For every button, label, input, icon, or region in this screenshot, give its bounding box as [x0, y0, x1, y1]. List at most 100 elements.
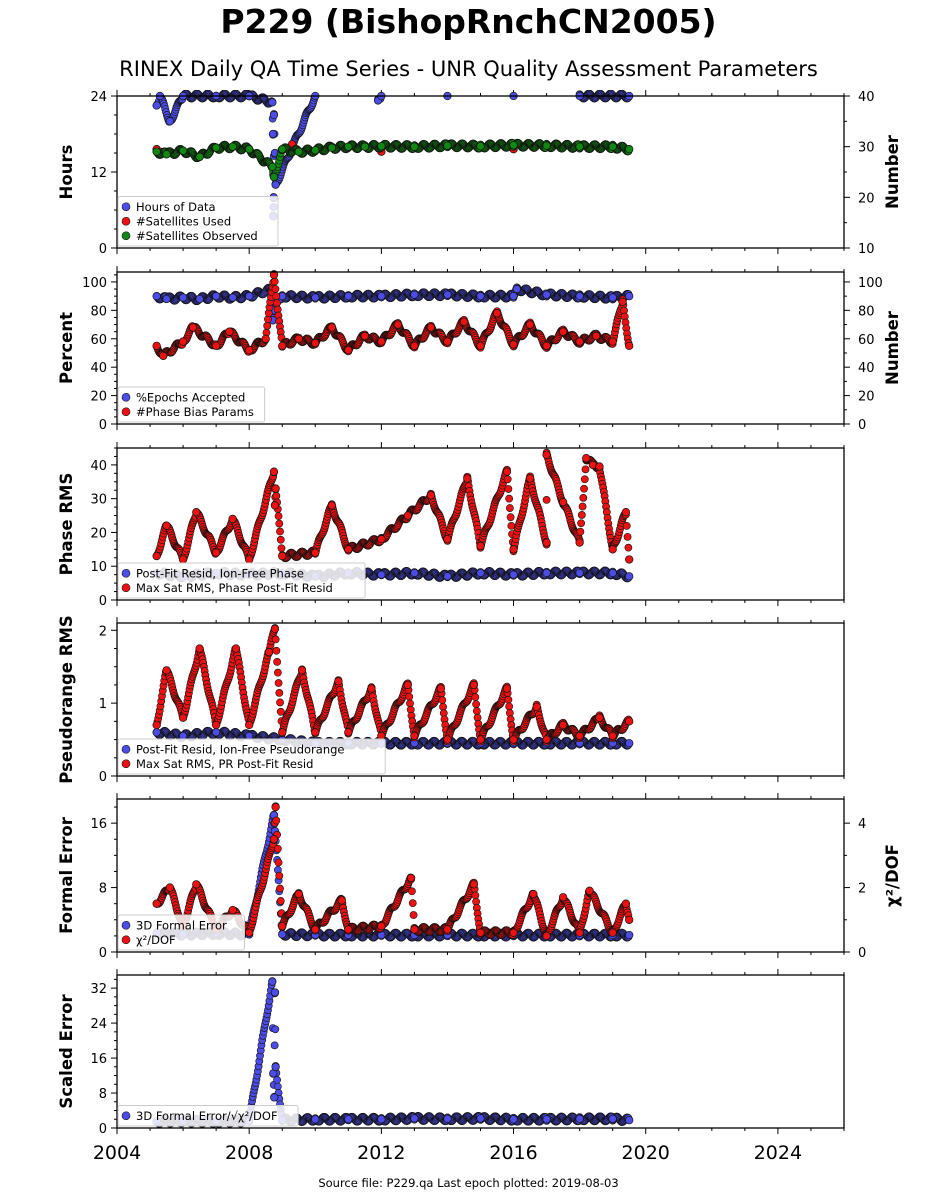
data-point	[509, 291, 518, 301]
data-point	[268, 129, 278, 139]
panel-2: 020406080100Percent020406080100Number%Ep…	[57, 266, 902, 433]
data-layer	[152, 90, 634, 221]
data-point	[162, 150, 171, 159]
y-axis-label: Phase RMS	[57, 473, 76, 576]
data-point	[443, 290, 452, 299]
data-point	[377, 535, 386, 544]
data-point	[344, 345, 353, 355]
data-point	[377, 142, 386, 151]
data-point	[245, 145, 254, 154]
data-point	[558, 497, 568, 507]
y-tick-label: 40	[90, 459, 107, 474]
y-right-tick-label: 60	[858, 333, 875, 348]
data-point	[271, 484, 280, 493]
y-tick-label: 12	[90, 166, 107, 181]
data-point	[506, 513, 515, 522]
y-tick-label: 24	[90, 90, 107, 105]
data-point	[271, 180, 280, 189]
data-point	[228, 142, 237, 151]
data-point	[608, 337, 617, 346]
data-point	[273, 668, 282, 677]
data-point	[152, 101, 161, 110]
data-point	[195, 152, 204, 161]
data-point	[625, 341, 634, 351]
data-layer	[152, 448, 634, 583]
y-right-tick-label: 40	[858, 90, 875, 105]
data-point	[178, 555, 188, 564]
data-point	[274, 512, 283, 521]
data-point	[278, 551, 287, 561]
data-point	[377, 337, 386, 346]
panel-frame	[116, 95, 845, 249]
data-point	[344, 545, 353, 554]
legend-marker	[121, 216, 131, 226]
legend: Hours of Data#Satellites Used#Satellites…	[117, 196, 279, 247]
data-point	[505, 494, 514, 503]
data-point	[274, 679, 283, 687]
data-point	[595, 462, 604, 471]
data-point	[276, 535, 285, 544]
legend-label: Hours of Data	[136, 200, 216, 214]
data-point	[509, 545, 518, 554]
data-point	[592, 331, 601, 341]
y-right-tick-label: 10	[858, 242, 875, 257]
data-point	[268, 162, 277, 172]
data-point	[542, 450, 551, 459]
legend-label: #Phase Bias Params	[136, 405, 254, 419]
y-tick-label: 2	[99, 624, 107, 639]
data-point	[625, 555, 634, 564]
data-point	[271, 635, 280, 644]
data-point	[426, 491, 436, 500]
data-point	[623, 532, 632, 541]
data-point	[269, 467, 279, 476]
data-point	[625, 572, 634, 581]
y-right-tick-label: 40	[858, 361, 875, 376]
legend-marker	[121, 583, 131, 593]
data-point	[575, 337, 584, 346]
data-point	[403, 511, 412, 520]
data-point	[504, 485, 513, 493]
legend-marker	[121, 407, 131, 417]
data-point	[476, 541, 485, 551]
data-point	[276, 698, 284, 707]
legend-marker	[121, 231, 131, 241]
y-axis-label: Pseudorange RMS	[57, 615, 76, 783]
data-point	[152, 291, 161, 301]
data-point	[225, 327, 234, 336]
data-point	[278, 145, 287, 154]
data-point	[476, 142, 485, 151]
data-point	[159, 351, 168, 360]
data-point	[269, 270, 279, 279]
data-point	[261, 334, 270, 343]
data-point	[578, 502, 587, 511]
data-point	[211, 341, 221, 351]
data-point	[542, 568, 551, 578]
data-point	[275, 519, 284, 528]
data-point	[459, 317, 469, 326]
series-1-trail	[152, 283, 633, 324]
data-point	[582, 453, 591, 463]
y-tick-label: 0	[99, 770, 107, 785]
y-right-tick-label: 80	[858, 304, 875, 319]
data-point	[278, 341, 287, 351]
data-point	[542, 538, 551, 547]
data-point	[509, 570, 518, 579]
y-tick-label: 60	[90, 333, 107, 348]
data-point	[410, 290, 419, 299]
data-point	[443, 572, 452, 581]
data-point	[542, 341, 551, 351]
data-point	[577, 511, 586, 519]
data-point	[377, 570, 386, 579]
panel-frame	[116, 447, 845, 601]
data-point	[272, 646, 281, 655]
data-point	[152, 728, 161, 737]
data-point	[269, 110, 279, 120]
data-point	[245, 291, 254, 301]
legend-label: Post-Fit Resid, Ion-Free Phase	[136, 566, 304, 580]
y-right-axis-label: Number	[883, 310, 902, 385]
data-point	[410, 142, 419, 151]
data-point	[558, 327, 568, 336]
